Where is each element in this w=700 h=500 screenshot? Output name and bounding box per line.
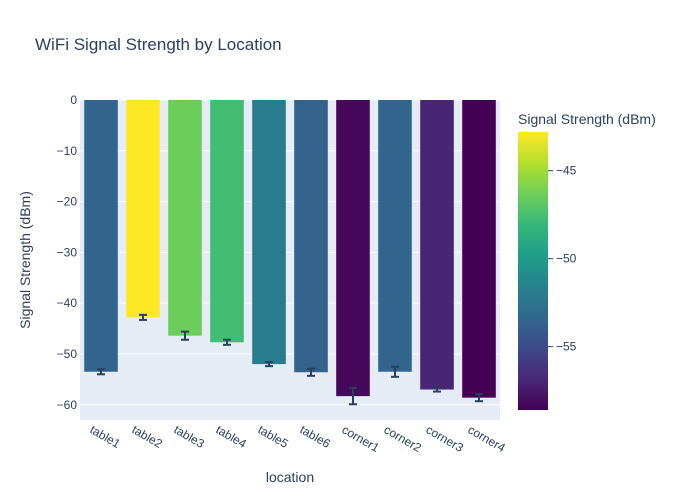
bar xyxy=(378,100,412,372)
y-axis-ticks: 0 −10 −20 −30 −40 −50 −60 xyxy=(57,93,78,412)
colorbar-gradient xyxy=(518,132,548,410)
y-tick-label: 0 xyxy=(70,93,77,107)
error-bars xyxy=(97,313,483,406)
x-tick-label: table6 xyxy=(298,422,334,451)
y-axis-title: Signal Strength (dBm) xyxy=(17,191,33,329)
error-bar xyxy=(139,313,147,321)
y-tick-label: −50 xyxy=(57,347,78,361)
error-bar xyxy=(265,361,273,368)
colorbar-ticks: −45 −50 −55 xyxy=(548,164,577,354)
colorbar-tick-label: −45 xyxy=(556,164,577,178)
y-tick-label: −20 xyxy=(57,195,78,209)
x-tick-label: corner1 xyxy=(340,422,383,455)
colorbar-title: Signal Strength (dBm) xyxy=(518,111,656,127)
bar xyxy=(294,100,328,373)
colorbar: Signal Strength (dBm) −45 −50 −55 xyxy=(518,111,656,410)
y-tick-label: −30 xyxy=(57,245,78,259)
error-bar xyxy=(97,368,105,376)
error-bar xyxy=(391,365,399,378)
y-tick-label: −60 xyxy=(57,398,78,412)
bar xyxy=(252,100,286,365)
colorbar-tick-label: −50 xyxy=(556,252,577,266)
bar xyxy=(336,100,370,397)
y-tick-label: −10 xyxy=(57,144,78,158)
bar xyxy=(84,100,118,372)
error-bar xyxy=(349,387,357,406)
chart-title: WiFi Signal Strength by Location xyxy=(35,35,282,54)
x-tick-label: corner4 xyxy=(466,422,509,455)
x-tick-label: table2 xyxy=(130,422,166,451)
x-axis-title: location xyxy=(266,469,314,485)
bars xyxy=(84,100,496,398)
error-bar xyxy=(307,367,315,377)
error-bar xyxy=(181,330,189,341)
colorbar-tick-label: −55 xyxy=(556,340,577,354)
x-tick-label: table1 xyxy=(88,422,124,451)
bar xyxy=(462,100,496,398)
bar xyxy=(126,100,160,318)
bar xyxy=(168,100,202,336)
bar xyxy=(210,100,244,343)
x-tick-label: table3 xyxy=(172,422,208,451)
x-tick-label: table4 xyxy=(214,422,250,451)
bar xyxy=(420,100,454,390)
error-bar xyxy=(475,393,483,403)
x-tick-label: corner3 xyxy=(424,422,467,455)
y-tick-label: −40 xyxy=(57,296,78,310)
error-bar xyxy=(223,338,231,346)
x-axis-ticks: table1 table2 table3 table4 table5 table6 corn… xyxy=(88,422,509,455)
error-bar xyxy=(433,386,441,393)
x-tick-label: table5 xyxy=(256,422,292,451)
x-tick-label: corner2 xyxy=(382,422,425,455)
